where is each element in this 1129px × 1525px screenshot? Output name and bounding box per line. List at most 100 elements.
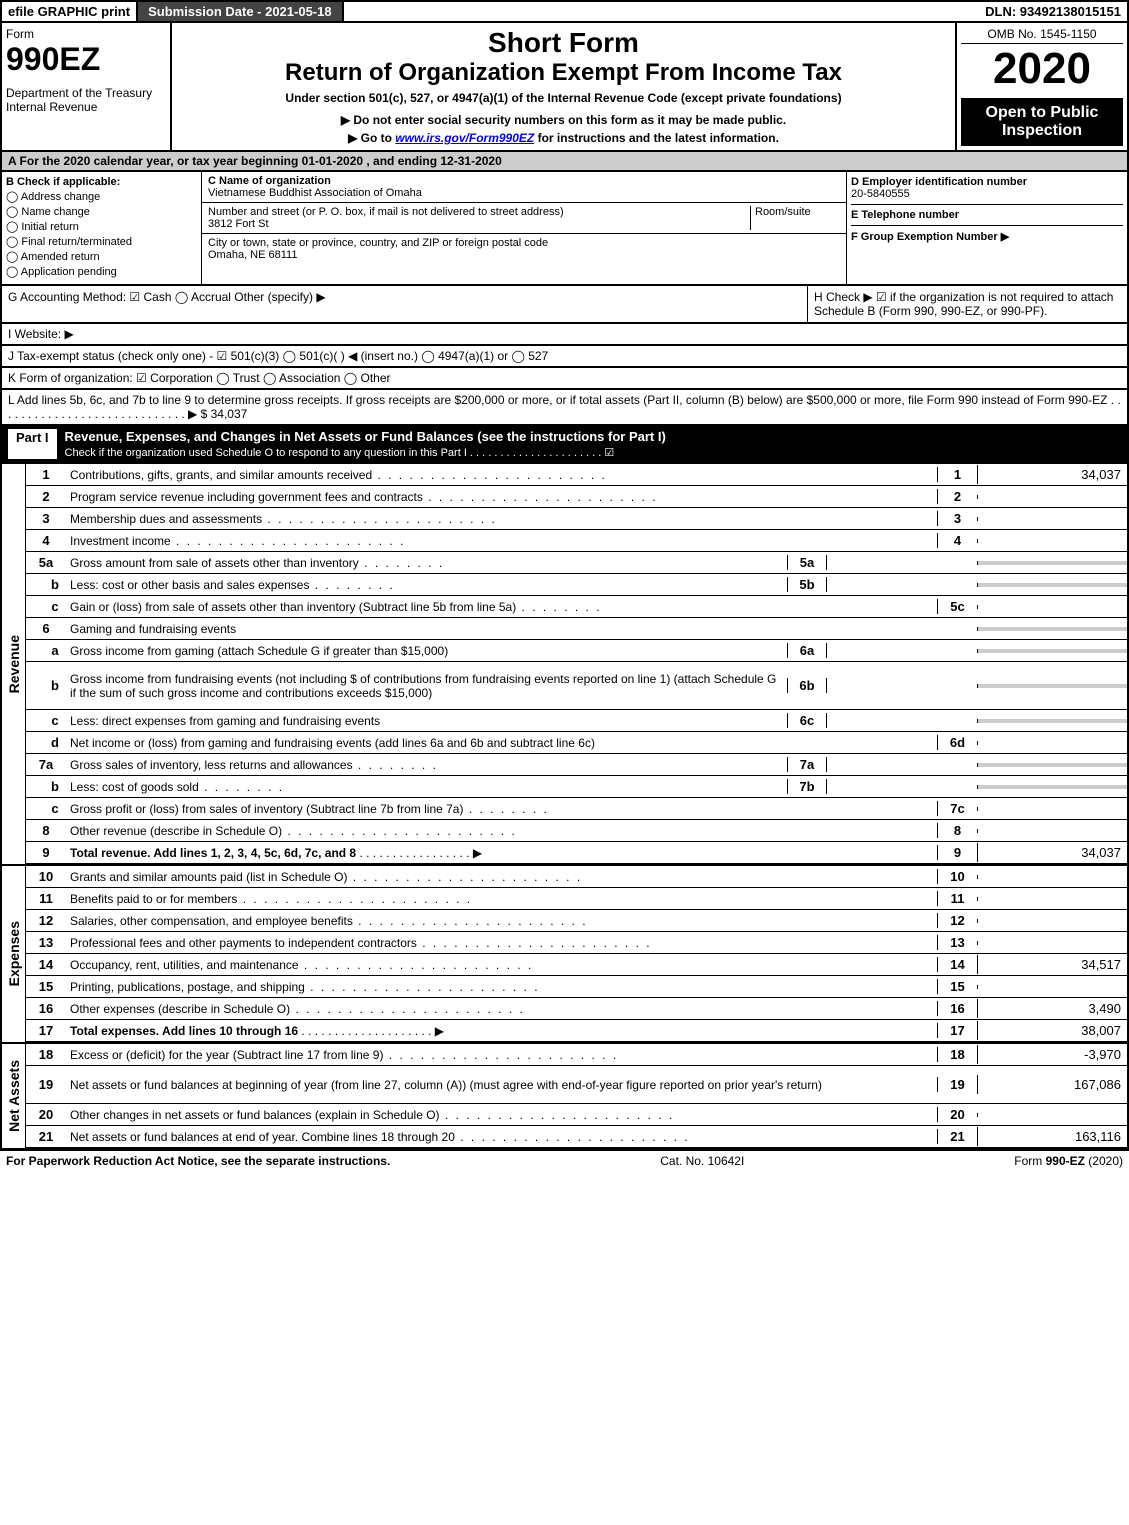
ein-value: 20-5840555 xyxy=(851,188,910,200)
efile-label[interactable]: efile GRAPHIC print xyxy=(2,2,138,21)
room-label: Room/suite xyxy=(750,206,840,230)
form-label: Form xyxy=(6,27,166,41)
schedule-b-check: H Check ▶ ☑ if the organization is not r… xyxy=(807,286,1127,322)
line6c-desc: Less: direct expenses from gaming and fu… xyxy=(66,712,787,730)
ein-label: D Employer identification number xyxy=(851,176,1027,188)
goto-link[interactable]: www.irs.gov/Form990EZ xyxy=(395,131,534,145)
line18-desc: Excess or (deficit) for the year (Subtra… xyxy=(66,1046,937,1064)
line9-amt: 34,037 xyxy=(977,843,1127,862)
line17-desc: Total expenses. Add lines 10 through 16 … xyxy=(66,1022,937,1040)
line13-desc: Professional fees and other payments to … xyxy=(66,934,937,952)
line19-amt: 167,086 xyxy=(977,1075,1127,1094)
line1-desc: Contributions, gifts, grants, and simila… xyxy=(66,466,937,484)
top-bar: efile GRAPHIC print Submission Date - 20… xyxy=(0,0,1129,23)
foot-mid: Cat. No. 10642I xyxy=(660,1154,744,1168)
form-header: Form 990EZ Department of the Treasury In… xyxy=(0,23,1129,152)
goto-pre: ▶ Go to xyxy=(348,131,395,145)
col-b-checkboxes: B Check if applicable: ◯ Address change … xyxy=(2,172,202,284)
open-public: Open to Public Inspection xyxy=(961,98,1123,146)
line16-desc: Other expenses (describe in Schedule O) xyxy=(66,1000,937,1018)
gh-row: G Accounting Method: ☑ Cash ◯ Accrual Ot… xyxy=(0,286,1129,324)
line21-amt: 163,116 xyxy=(977,1127,1127,1146)
tax-exempt-row: J Tax-exempt status (check only one) - ☑… xyxy=(0,346,1129,368)
line3-desc: Membership dues and assessments xyxy=(66,510,937,528)
submission-date: Submission Date - 2021-05-18 xyxy=(138,2,344,21)
addr-label: Number and street (or P. O. box, if mail… xyxy=(208,206,564,218)
col-c-org: C Name of organization Vietnamese Buddhi… xyxy=(202,172,847,284)
website-row: I Website: ▶ xyxy=(0,324,1129,346)
col-d-ids: D Employer identification number 20-5840… xyxy=(847,172,1127,284)
accounting-method: G Accounting Method: ☑ Cash ◯ Accrual Ot… xyxy=(2,286,807,322)
expenses-label: Expenses xyxy=(4,917,24,990)
line15-desc: Printing, publications, postage, and shi… xyxy=(66,978,937,996)
omb-number: OMB No. 1545-1150 xyxy=(961,27,1123,44)
department: Department of the Treasury Internal Reve… xyxy=(6,86,166,114)
line10-desc: Grants and similar amounts paid (list in… xyxy=(66,868,937,886)
revenue-section: Revenue 1Contributions, gifts, grants, a… xyxy=(0,464,1129,866)
dln: DLN: 93492138015151 xyxy=(979,2,1127,21)
part1-num: Part I xyxy=(8,429,57,459)
info-grid: B Check if applicable: ◯ Address change … xyxy=(0,172,1129,286)
gross-receipts-row: L Add lines 5b, 6c, and 7b to line 9 to … xyxy=(0,390,1129,426)
line5b-desc: Less: cost or other basis and sales expe… xyxy=(66,576,787,594)
part1-title: Revenue, Expenses, and Changes in Net As… xyxy=(65,429,666,444)
chk-amended[interactable]: ◯ Amended return xyxy=(6,250,197,263)
tax-year: 2020 xyxy=(961,44,1123,94)
footer: For Paperwork Reduction Act Notice, see … xyxy=(0,1150,1129,1171)
netassets-section: Net Assets 18Excess or (deficit) for the… xyxy=(0,1044,1129,1150)
name-label: C Name of organization xyxy=(208,175,331,187)
line7c-desc: Gross profit or (loss) from sales of inv… xyxy=(66,800,937,818)
org-city: Omaha, NE 68111 xyxy=(208,249,297,261)
line1-amt: 34,037 xyxy=(977,465,1127,484)
line14-amt: 34,517 xyxy=(977,955,1127,974)
line11-desc: Benefits paid to or for members xyxy=(66,890,937,908)
line20-desc: Other changes in net assets or fund bala… xyxy=(66,1106,937,1124)
line17-amt: 38,007 xyxy=(977,1021,1127,1040)
line8-desc: Other revenue (describe in Schedule O) xyxy=(66,822,937,840)
expenses-section: Expenses 10Grants and similar amounts pa… xyxy=(0,866,1129,1044)
under-section: Under section 501(c), 527, or 4947(a)(1)… xyxy=(176,91,951,105)
chk-name[interactable]: ◯ Name change xyxy=(6,205,197,218)
line16-amt: 3,490 xyxy=(977,999,1127,1018)
line4-desc: Investment income xyxy=(66,532,937,550)
tel-label: E Telephone number xyxy=(851,209,959,221)
line7b-desc: Less: cost of goods sold xyxy=(66,778,787,796)
chk-address[interactable]: ◯ Address change xyxy=(6,190,197,203)
line6a-desc: Gross income from gaming (attach Schedul… xyxy=(66,642,787,660)
part1-sub: Check if the organization used Schedule … xyxy=(65,447,615,459)
city-label: City or town, state or province, country… xyxy=(208,237,548,249)
line5a-desc: Gross amount from sale of assets other t… xyxy=(66,554,787,572)
netassets-label: Net Assets xyxy=(4,1056,24,1136)
org-form-row: K Form of organization: ☑ Corporation ◯ … xyxy=(0,368,1129,390)
goto-note: ▶ Go to www.irs.gov/Form990EZ for instru… xyxy=(176,131,951,145)
row-a-period: A For the 2020 calendar year, or tax yea… xyxy=(0,152,1129,172)
chk-initial[interactable]: ◯ Initial return xyxy=(6,220,197,233)
form-number: 990EZ xyxy=(6,41,166,78)
org-addr: 3812 Fort St xyxy=(208,218,269,230)
chk-pending[interactable]: ◯ Application pending xyxy=(6,265,197,278)
part1-header: Part I Revenue, Expenses, and Changes in… xyxy=(0,426,1129,464)
goto-post: for instructions and the latest informat… xyxy=(534,131,779,145)
line21-desc: Net assets or fund balances at end of ye… xyxy=(66,1128,937,1146)
line18-amt: -3,970 xyxy=(977,1045,1127,1064)
line14-desc: Occupancy, rent, utilities, and maintena… xyxy=(66,956,937,974)
org-name: Vietnamese Buddhist Association of Omaha xyxy=(208,187,422,199)
donot-note: ▶ Do not enter social security numbers o… xyxy=(176,113,951,127)
foot-left: For Paperwork Reduction Act Notice, see … xyxy=(6,1154,390,1168)
line2-desc: Program service revenue including govern… xyxy=(66,488,937,506)
return-title: Return of Organization Exempt From Incom… xyxy=(176,59,951,87)
line12-desc: Salaries, other compensation, and employ… xyxy=(66,912,937,930)
short-form-title: Short Form xyxy=(176,27,951,59)
line6-desc: Gaming and fundraising events xyxy=(66,620,937,638)
chk-final[interactable]: ◯ Final return/terminated xyxy=(6,235,197,248)
line6d-desc: Net income or (loss) from gaming and fun… xyxy=(66,734,937,752)
revenue-label: Revenue xyxy=(4,631,24,697)
line7a-desc: Gross sales of inventory, less returns a… xyxy=(66,756,787,774)
group-label: F Group Exemption Number ▶ xyxy=(851,231,1009,243)
line9-desc: Total revenue. Add lines 1, 2, 3, 4, 5c,… xyxy=(66,844,937,862)
line6b-desc: Gross income from fundraising events (no… xyxy=(66,670,787,702)
foot-right: Form 990-EZ (2020) xyxy=(1014,1154,1123,1168)
col-b-title: B Check if applicable: xyxy=(6,176,120,188)
line19-desc: Net assets or fund balances at beginning… xyxy=(66,1076,937,1094)
line5c-desc: Gain or (loss) from sale of assets other… xyxy=(66,598,937,616)
